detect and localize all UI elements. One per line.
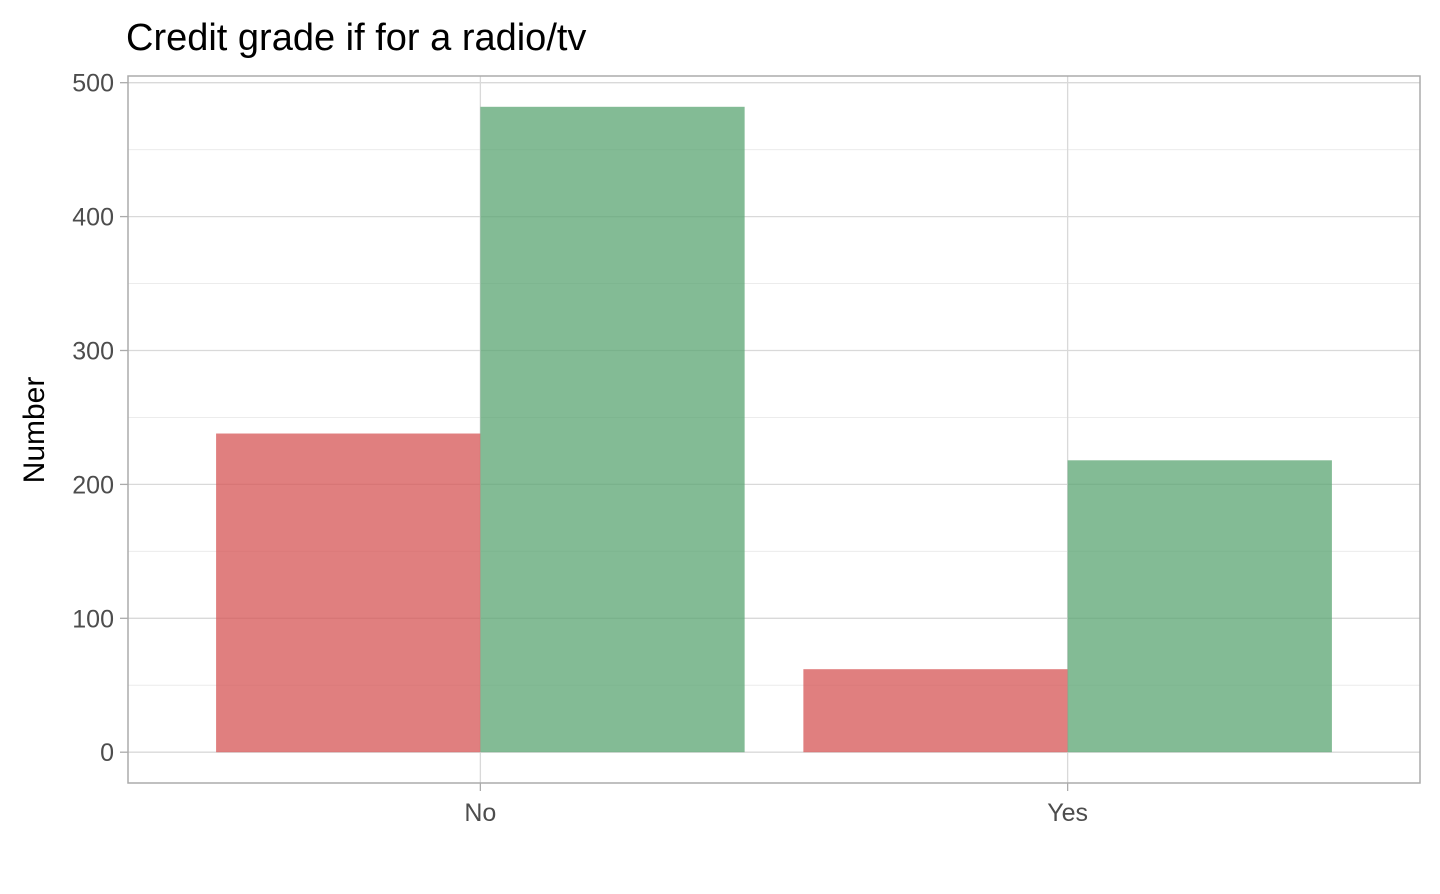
bar <box>1067 460 1332 753</box>
y-tick-label: 200 <box>72 471 114 499</box>
y-tick-label: 300 <box>72 337 114 365</box>
y-tick-label: 400 <box>72 204 114 232</box>
x-tick-label: No <box>464 799 496 827</box>
y-axis-title: Number <box>18 377 51 484</box>
x-tick-label: Yes <box>1047 799 1088 827</box>
y-tick-label: 100 <box>72 605 114 633</box>
panel-border <box>127 75 1421 784</box>
bar <box>803 669 1068 753</box>
bar <box>480 106 745 753</box>
bar <box>216 433 481 753</box>
y-tick-label: 500 <box>72 70 114 98</box>
chart-title: Credit grade if for a radio/tv <box>126 17 586 59</box>
axes: 0 100 200 300 400 500 No Yes <box>72 70 1088 827</box>
bars <box>216 106 1332 753</box>
y-tick-label: 0 <box>100 739 114 767</box>
